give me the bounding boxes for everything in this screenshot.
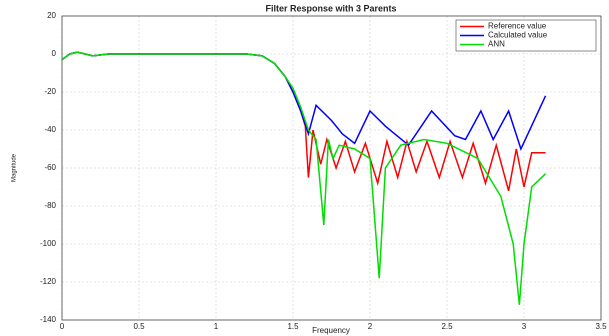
x-tick-label: 3.5	[595, 322, 607, 331]
y-tick-label: -40	[44, 125, 56, 134]
x-tick-label: 0.5	[133, 322, 145, 331]
x-tick-label: 0	[60, 322, 65, 331]
x-tick-label: 2	[368, 322, 373, 331]
x-tick-label: 1.5	[287, 322, 299, 331]
y-tick-label: -80	[44, 201, 56, 210]
x-tick-label: 2.5	[441, 322, 453, 331]
y-axis-label: Magnitude	[12, 153, 18, 182]
y-tick-label: 0	[52, 49, 57, 58]
x-axis-label: Frequency	[312, 326, 350, 335]
y-tick-label: 20	[47, 11, 56, 20]
legend-label: ANN	[488, 40, 505, 49]
chart-title: Filter Response with 3 Parents	[265, 3, 396, 13]
line-series	[61, 51, 547, 305]
legend-label: Calculated value	[488, 31, 548, 40]
y-tick-label: -100	[40, 239, 57, 248]
plot-frame	[61, 15, 602, 321]
line-series	[61, 51, 547, 152]
x-tick-label: 3	[522, 322, 527, 331]
y-tick-label: -140	[40, 315, 57, 324]
y-tick-label: -120	[40, 277, 57, 286]
legend-box	[455, 19, 597, 52]
legend-label: Reference value	[488, 22, 547, 31]
y-tick-label: -20	[44, 87, 56, 96]
y-tick-label: -60	[44, 163, 56, 172]
x-tick-label: 1	[214, 322, 219, 331]
